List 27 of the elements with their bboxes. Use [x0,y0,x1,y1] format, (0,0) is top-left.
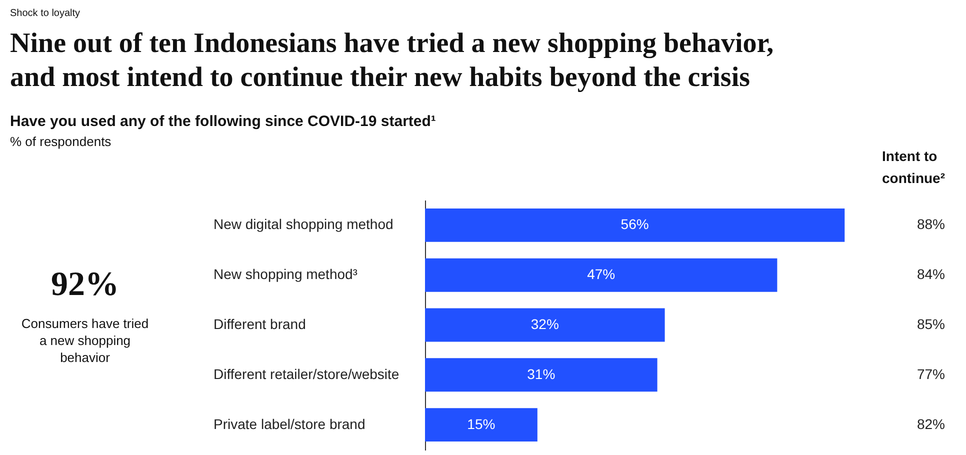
data-label: 47% [587,266,616,282]
bar [425,208,845,242]
text: Consumers have tried a new shopping behavior [21,316,149,365]
text: 82% [916,416,945,432]
y-tick-label: Different brand [214,316,306,332]
bar [425,258,778,292]
bar [425,308,665,342]
text: 84% [916,266,945,282]
y-tick-label: New shopping method³ [214,266,358,282]
text: 92% [51,266,119,303]
text: Intent to continue² [882,148,946,186]
y-tick-label: Private label/store brand [214,416,366,432]
bar [425,358,658,392]
data-label: 32% [530,316,559,332]
bar [425,408,538,442]
data-label: 15% [467,416,496,432]
text: % of respondents [10,134,112,149]
text: Have you used any of the following since COVID-19 started¹ [10,113,436,130]
y-tick-label: New digital shopping method [214,216,394,232]
data-label: 56% [620,216,649,232]
text: 88% [916,216,945,232]
text: 85% [916,316,945,332]
data-label: 31% [527,366,556,382]
text: Shock to loyalty [10,8,80,19]
y-tick-label: Different retailer/store/website [214,366,400,382]
text: 77% [916,366,945,382]
chart-title: Nine out of ten Indonesians have tried a new shopping behavior, and most intend to continue their new habits beyond the crisis [10,28,774,93]
